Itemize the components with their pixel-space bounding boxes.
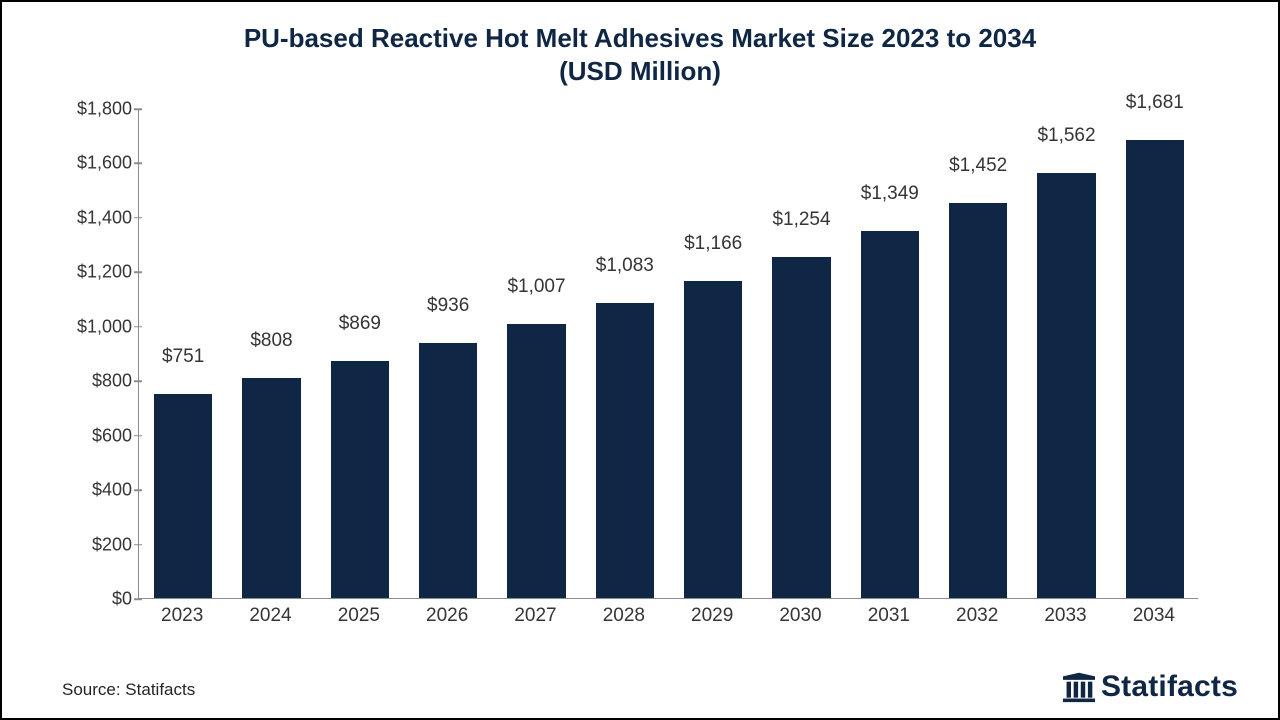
bar: [507, 324, 565, 598]
bar: [331, 361, 389, 598]
bar-value-label: $1,349: [861, 183, 919, 205]
bar-value-label: $869: [339, 313, 381, 335]
y-tick-label: $1,200: [38, 262, 132, 283]
bar: [949, 203, 1007, 598]
bar-value-label: $1,166: [684, 233, 742, 255]
bar-value-label: $1,562: [1037, 125, 1095, 147]
y-tick-mark: [134, 217, 142, 219]
y-tick-mark: [134, 326, 142, 328]
bar: [1126, 140, 1184, 598]
title-line-1: PU-based Reactive Hot Melt Adhesives Mar…: [244, 23, 1036, 53]
source-text: Source: Statifacts: [62, 680, 195, 700]
x-tick-label: 2026: [426, 605, 468, 627]
y-tick-label: $1,800: [38, 99, 132, 120]
x-tick-label: 2032: [956, 605, 998, 627]
bar: [861, 231, 919, 598]
x-tick-label: 2034: [1133, 605, 1175, 627]
title-line-2: (USD Million): [559, 56, 721, 86]
bar-value-label: $1,254: [772, 209, 830, 231]
y-tick-mark: [134, 272, 142, 274]
bar-value-label: $1,681: [1126, 92, 1184, 114]
bar-value-label: $808: [250, 330, 292, 352]
y-tick-label: $800: [38, 371, 132, 392]
bar-value-label: $751: [162, 346, 204, 368]
chart-plot: $751 $808 $869 $936 $1,007 $1,083 $1,166 $1,254…: [138, 109, 1198, 599]
chart-frame: PU-based Reactive Hot Melt Adhesives Mar…: [0, 0, 1280, 720]
bar: [1037, 173, 1095, 598]
bar: [772, 257, 830, 598]
x-tick-label: 2028: [603, 605, 645, 627]
brand-text: Statifacts: [1101, 670, 1238, 704]
y-tick-label: $1,600: [38, 153, 132, 174]
y-tick-mark: [134, 598, 142, 600]
y-tick-label: $1,400: [38, 207, 132, 228]
bar-value-label: $1,007: [507, 276, 565, 298]
bar: [596, 303, 654, 598]
y-tick-mark: [134, 380, 142, 382]
y-tick-label: $200: [38, 534, 132, 555]
x-tick-label: 2029: [691, 605, 733, 627]
y-tick-mark: [134, 108, 142, 110]
x-tick-label: 2027: [514, 605, 556, 627]
brand-logo: Statifacts: [1061, 670, 1238, 704]
bar-value-label: $1,083: [596, 255, 654, 277]
y-tick-label: $1,000: [38, 316, 132, 337]
chart-area: $751 $808 $869 $936 $1,007 $1,083 $1,166 $1,254…: [38, 101, 1218, 641]
x-tick-label: 2024: [249, 605, 291, 627]
bar: [242, 378, 300, 598]
x-tick-label: 2023: [161, 605, 203, 627]
y-tick-label: $400: [38, 480, 132, 501]
y-tick-mark: [134, 435, 142, 437]
bar: [154, 394, 212, 598]
y-tick-mark: [134, 489, 142, 491]
bar-value-label: $1,452: [949, 155, 1007, 177]
x-tick-label: 2025: [338, 605, 380, 627]
y-tick-label: $600: [38, 425, 132, 446]
bar: [684, 281, 742, 598]
statifacts-icon: [1061, 671, 1097, 703]
bar: [419, 343, 477, 598]
chart-title: PU-based Reactive Hot Melt Adhesives Mar…: [140, 22, 1140, 87]
x-tick-label: 2030: [779, 605, 821, 627]
y-tick-mark: [134, 544, 142, 546]
x-tick-label: 2031: [868, 605, 910, 627]
x-tick-label: 2033: [1044, 605, 1086, 627]
bar-value-label: $936: [427, 295, 469, 317]
y-tick-label: $0: [38, 589, 132, 610]
y-tick-mark: [134, 163, 142, 165]
